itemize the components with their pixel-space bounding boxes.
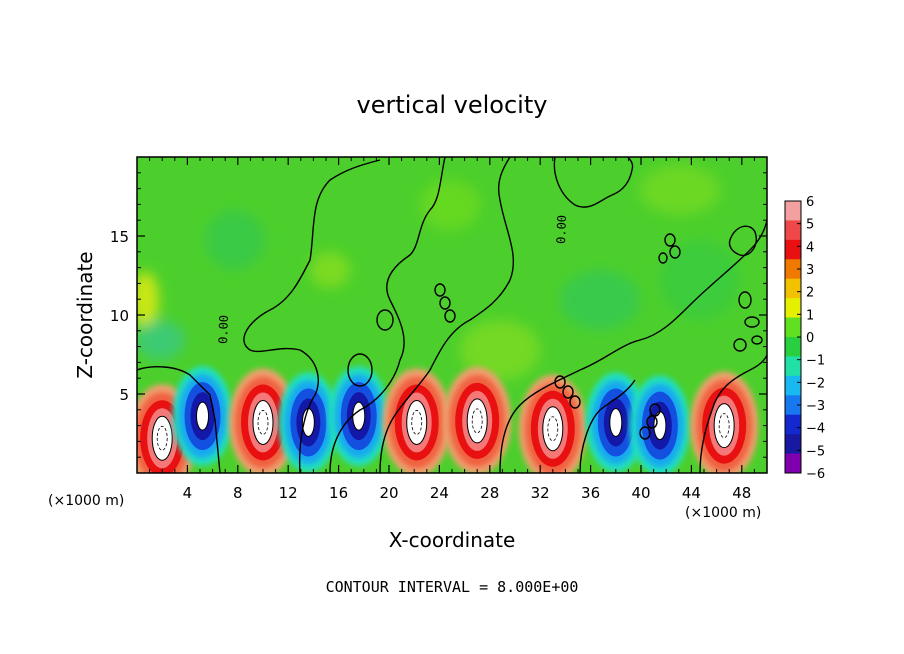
colorbar-swatch bbox=[785, 375, 801, 396]
downdraft-cell bbox=[278, 372, 339, 473]
x-tick-label: 40 bbox=[631, 484, 650, 502]
colorbar-swatch bbox=[785, 356, 801, 377]
colorbar-tick-label: −5 bbox=[806, 444, 825, 459]
colorbar-tick-label: 0 bbox=[806, 331, 814, 346]
contour-lines bbox=[137, 157, 767, 473]
x-tick-label: 4 bbox=[183, 484, 193, 502]
colorbar: 6 5 4 3 2 1 0 −1 −2 −3 −4 −5 −6 bbox=[784, 195, 825, 482]
colorbar-swatch bbox=[785, 317, 801, 338]
x-tick-label: 12 bbox=[279, 484, 298, 502]
colorbar-swatch bbox=[785, 453, 801, 474]
colorbar-tick-label: 3 bbox=[806, 263, 814, 278]
y-axis: 5 10 15 bbox=[110, 172, 767, 458]
colorbar-tick-label: 2 bbox=[806, 286, 814, 301]
x-tick-label: 36 bbox=[581, 484, 600, 502]
colorbar-tick-label: 5 bbox=[806, 218, 814, 233]
updraft-cell bbox=[518, 374, 587, 473]
background-texture bbox=[137, 165, 740, 380]
y-tick-label: 5 bbox=[119, 386, 129, 404]
colorbar-swatch bbox=[785, 239, 801, 260]
colorbar-swatch bbox=[785, 259, 801, 280]
colorbar-swatch bbox=[785, 395, 801, 416]
downdraft-cell bbox=[172, 366, 233, 467]
colorbar-tick-label: −4 bbox=[806, 422, 825, 437]
colorbar-tick-label: −2 bbox=[806, 376, 825, 391]
x-tick-label: 16 bbox=[329, 484, 348, 502]
x-axis: 4 8 12 16 20 24 28 32 36 40 44 48 bbox=[149, 157, 768, 502]
contour-label: 0.00 bbox=[554, 215, 569, 244]
x-unit-label-right: (×1000 m) bbox=[685, 505, 761, 521]
colorbar-swatch bbox=[785, 278, 801, 299]
colorbar-tick-label: −3 bbox=[806, 399, 825, 414]
updraft-cell bbox=[382, 368, 451, 473]
x-tick-label: 44 bbox=[682, 484, 701, 502]
colorbar-swatch bbox=[785, 337, 801, 357]
convection-cells bbox=[137, 366, 759, 473]
x-tick-label: 24 bbox=[430, 484, 449, 502]
colorbar-tick-label: 1 bbox=[806, 308, 814, 323]
colorbar-swatch bbox=[785, 298, 801, 319]
downdraft-cell bbox=[328, 366, 389, 467]
colorbar-swatch bbox=[785, 434, 801, 455]
colorbar-tick-label: 6 bbox=[806, 195, 814, 210]
updraft-cell bbox=[229, 368, 297, 473]
x-unit-label-left: (×1000 m) bbox=[48, 493, 124, 509]
colorbar-tick-label: 4 bbox=[806, 240, 814, 255]
x-axis-label: X-coordinate bbox=[389, 528, 516, 552]
plot-area bbox=[137, 157, 767, 473]
contour-labels: 0.00 0.00 bbox=[216, 215, 569, 344]
colorbar-swatch bbox=[785, 220, 801, 241]
contour-interval-footer: CONTOUR INTERVAL = 8.000E+00 bbox=[326, 578, 579, 596]
colorbar-tick-label: −1 bbox=[806, 354, 825, 369]
x-tick-label: 20 bbox=[379, 484, 398, 502]
x-tick-label: 28 bbox=[480, 484, 499, 502]
y-tick-label: 15 bbox=[110, 228, 129, 246]
x-tick-label: 32 bbox=[531, 484, 550, 502]
y-tick-label: 10 bbox=[110, 307, 129, 325]
x-tick-label: 48 bbox=[732, 484, 751, 502]
downdraft-cell bbox=[629, 375, 690, 473]
y-axis-label: Z-coordinate bbox=[73, 251, 97, 378]
updraft-cell bbox=[137, 384, 197, 473]
updraft-cell bbox=[443, 366, 512, 473]
colorbar-tick-label: −6 bbox=[806, 467, 825, 482]
colorbar-swatch bbox=[785, 201, 801, 221]
x-tick-label: 8 bbox=[233, 484, 243, 502]
colorbar-swatch bbox=[785, 414, 801, 435]
chart-title: vertical velocity bbox=[357, 91, 548, 119]
contour-label: 0.00 bbox=[216, 315, 231, 344]
